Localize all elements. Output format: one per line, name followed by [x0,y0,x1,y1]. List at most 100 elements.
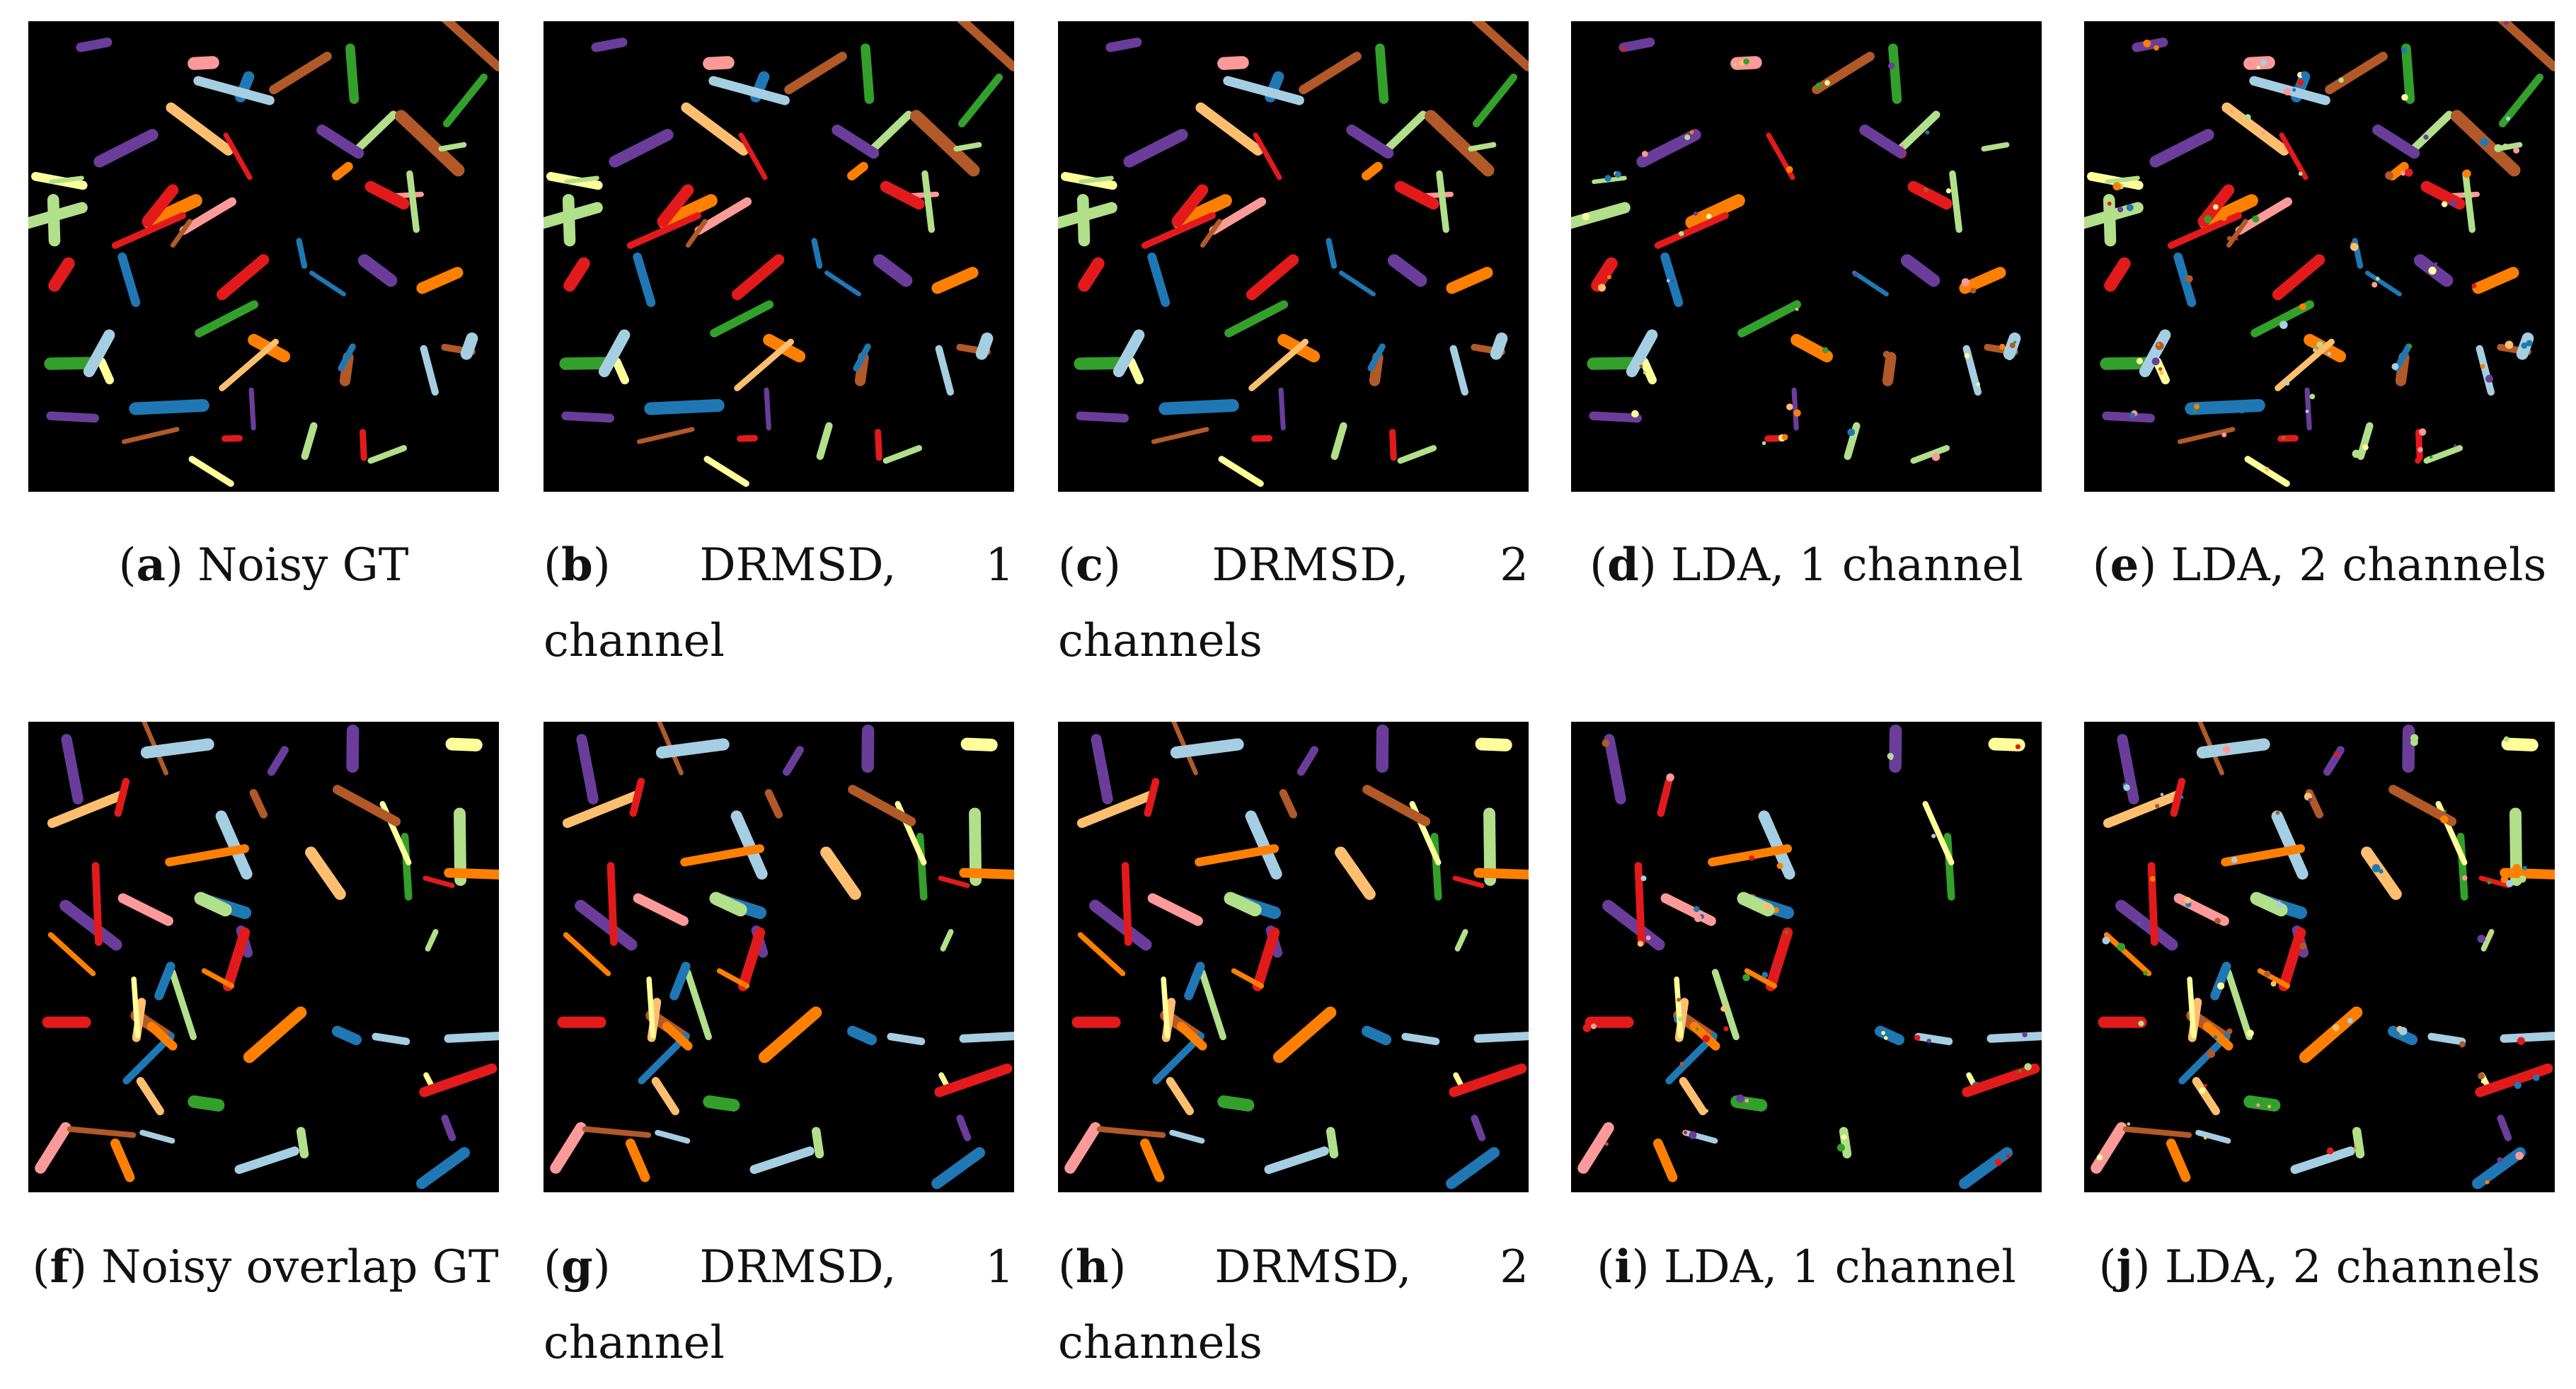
segment-c-20 [1158,398,1239,415]
segment-f-34 [188,1095,225,1112]
segment-a-38 [416,267,464,294]
segment-f-21 [243,1006,307,1064]
segment-f-11 [47,790,127,829]
segment-j-5 [2290,1146,2355,1175]
segment-f-44 [61,734,84,805]
noise-d-16-1 [1786,166,1793,173]
segment-h-38 [1169,1129,1205,1144]
segment-a-15 [166,102,234,156]
segment-c-21 [1424,110,1495,177]
noise-e-3-1 [2305,409,2309,413]
noise-j-1-0 [2334,751,2340,757]
segment-f-42 [425,928,439,952]
noise-j-47-1 [2398,1034,2402,1037]
segment-j-49 [2221,844,2306,867]
segment-b-40 [956,21,1014,71]
noise-e-16-0 [2298,171,2303,176]
noise-d-54-2 [1604,175,1611,182]
segment-b-26 [708,76,790,105]
segment-g-41 [959,1032,1014,1043]
segment-j-34 [2243,1095,2281,1112]
caption-g: (g) DRMSD, 1 channel [544,1240,1014,1369]
segment-i-2 [1652,1139,1678,1182]
segment-e-27 [2462,170,2476,234]
noise-i-35-0 [2015,744,2021,749]
noise-j-38-2 [2203,1136,2207,1140]
segment-a-27 [406,170,420,234]
noise-i-41-0 [2022,1032,2028,1037]
noise-j-15-0 [2207,1049,2215,1059]
noise-e-49-2 [2400,47,2408,54]
noise-e-40-2 [2503,21,2509,25]
noise-e-20-1 [2239,408,2245,414]
segment-c-38 [1446,267,1493,294]
segment-e-3 [2304,387,2312,431]
segment-g-33 [931,1147,986,1189]
segment-b-15 [681,102,749,156]
segment-i-40 [1758,810,1795,880]
noise-d-27-0 [1945,188,1952,194]
segment-a-22 [309,270,346,296]
noise-e-22-2 [2371,282,2378,288]
segment-f-51 [114,778,130,817]
segment-a-9 [296,238,308,269]
noise-i-38-1 [1683,1130,1688,1135]
segment-c-48 [1076,194,1091,247]
segment-h-12 [1064,1122,1101,1174]
segment-j-11 [2103,790,2183,829]
noise-i-49-0 [1749,855,1755,861]
segment-g-21 [758,1006,822,1064]
noise-j-34-0 [2256,1103,2260,1107]
noise-j-23-2 [2410,738,2418,747]
noise-i-43-2 [1836,1143,1845,1152]
noise-d-13-1 [1999,343,2006,350]
segment-e-44 [2476,345,2495,396]
segment-i-26 [1914,1032,1953,1046]
noise-e-12-2 [2430,455,2433,459]
segment-b-36 [591,38,628,52]
noise-d-18-0 [1824,80,1830,86]
segment-i-23 [1889,724,1902,773]
noise-d-22-2 [1853,273,1858,277]
segment-h-7 [1147,893,1203,926]
segment-d-19 [1587,357,1643,370]
panel-d-image [1571,21,2042,492]
segment-f-31 [131,976,141,1039]
segment-j-43 [2352,1126,2365,1159]
noise-d-23-2 [1643,371,1647,375]
segment-b-41 [710,300,774,338]
segment-f-14 [222,927,251,991]
segment-b-6 [816,422,833,461]
caption-b: (b) DRMSD, 1 channel [544,538,1014,667]
noise-e-47-0 [2441,201,2448,207]
segment-i-28 [1711,969,1740,1041]
segment-e-20 [2185,398,2265,415]
segment-h-26 [1401,1032,1440,1046]
segment-g-49 [680,844,765,867]
segment-g-14 [737,927,766,991]
noise-j-34-1 [2267,1105,2271,1109]
noise-j-3-1 [2143,971,2148,976]
segment-e-37 [2393,343,2412,371]
segment-f-16 [444,868,499,880]
segment-a-8 [188,456,234,488]
noise-e-31-1 [2281,435,2287,440]
segment-f-22 [422,875,455,888]
segment-c-29 [1387,254,1427,287]
noise-d-33-0 [1598,284,1606,292]
noise-i-25-2 [2018,1069,2022,1073]
panel-g-image [544,722,1014,1192]
segment-c-25 [1346,125,1394,159]
segment-b-54 [564,175,599,185]
segment-e-6 [2357,422,2374,461]
segment-e-38 [2472,267,2519,294]
noise-i-14-2 [1774,964,1778,969]
segment-g-44 [576,734,599,805]
segment-i-35 [1988,737,2025,751]
segment-f-38 [139,1129,176,1144]
segment-a-1 [188,56,219,70]
segment-j-12 [2091,1122,2127,1174]
segment-b-18 [784,52,847,95]
segment-d-35 [1685,194,1745,229]
segment-b-12 [882,445,923,464]
